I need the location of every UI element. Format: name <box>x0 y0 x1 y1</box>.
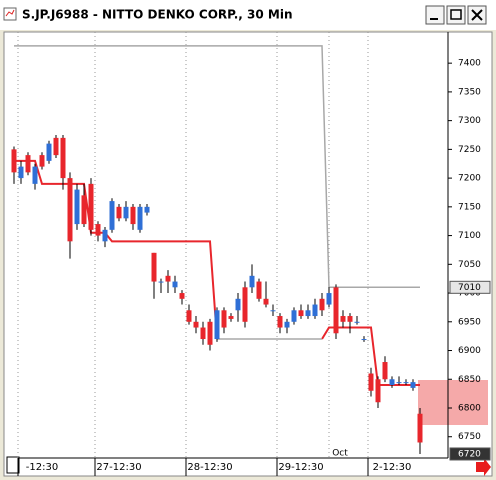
y-tick-label: 7350 <box>458 87 481 97</box>
y-tick-label: 6900 <box>458 346 481 356</box>
candle-body <box>32 166 38 184</box>
candle-body <box>333 287 339 334</box>
candle-body <box>130 206 136 225</box>
candle-body <box>158 281 164 283</box>
title-bar <box>0 0 496 30</box>
close-button[interactable] <box>467 5 487 25</box>
candle-body <box>375 379 381 403</box>
y-tick-label: 6950 <box>458 317 481 327</box>
window-title: S.JP.J6988 - NITTO DENKO CORP., 30 Min <box>22 8 293 22</box>
candle-body <box>144 206 150 213</box>
price-marker-box <box>449 280 491 294</box>
candle-body <box>102 229 108 242</box>
candle-body <box>116 206 122 219</box>
candle-body <box>319 298 325 311</box>
candle-body <box>214 310 220 340</box>
candle-body <box>382 362 388 380</box>
x-tick-label: 2-12:30 <box>373 462 412 473</box>
y-tick-label: 7150 <box>458 202 481 212</box>
y-tick-label: 6850 <box>458 375 481 385</box>
y-tick-label: 7300 <box>458 116 481 126</box>
candle-body <box>305 310 311 317</box>
candle-body <box>53 137 59 156</box>
candle-body <box>123 206 129 219</box>
candle-body <box>207 321 213 345</box>
candle-body <box>25 155 31 173</box>
candle-body <box>368 373 374 391</box>
candle-body <box>221 310 227 328</box>
maximize-button[interactable] <box>446 5 466 25</box>
price-marker-label: 6720 <box>458 449 481 459</box>
candle-body <box>137 206 143 230</box>
plot: 6750680068506900695070007050710071507200… <box>11 32 491 476</box>
candle-body <box>151 252 157 282</box>
app-icon <box>3 7 17 21</box>
candle-body <box>354 321 360 323</box>
y-tick-label: 7200 <box>458 174 481 184</box>
candle-body <box>235 298 241 311</box>
x-tick-label: 28-12:30 <box>187 462 232 473</box>
y-tick-label: 7250 <box>458 145 481 155</box>
candle-body <box>389 379 395 386</box>
candle-body <box>46 143 52 161</box>
candle-body <box>81 195 87 225</box>
month-label: Oct <box>332 449 348 459</box>
candle-body <box>417 413 423 443</box>
candle-body <box>18 166 24 179</box>
price-marker-label: 7010 <box>458 283 481 293</box>
candle-body <box>11 149 17 173</box>
candle-body <box>396 382 402 384</box>
candle-body <box>403 382 409 384</box>
candle-body <box>228 316 234 319</box>
candle-body <box>312 304 318 317</box>
candle-body <box>95 224 101 236</box>
candle-body <box>186 310 192 322</box>
candle-body <box>263 298 269 305</box>
stop-line <box>14 45 420 289</box>
candle-body <box>88 183 94 230</box>
candle-body <box>277 316 283 328</box>
candle-body <box>74 189 80 225</box>
price-marker-box <box>449 447 491 461</box>
candle-body <box>39 155 45 167</box>
candle-body <box>242 287 248 322</box>
candle-body <box>270 310 276 312</box>
scroll-arrow[interactable] <box>476 458 491 476</box>
candle-body <box>326 293 332 305</box>
highlight-zone <box>418 380 488 425</box>
candle-body <box>298 310 304 317</box>
y-tick-label: 7050 <box>458 260 481 270</box>
candle-body <box>109 201 115 230</box>
y-tick-label: 6750 <box>458 432 481 442</box>
y-tick-label: 7100 <box>458 231 481 241</box>
candle-body <box>340 316 346 322</box>
candle-body <box>410 382 416 388</box>
y-tick-label: 7400 <box>458 59 481 69</box>
app-icon-glyph <box>5 9 15 17</box>
candle-body <box>347 316 353 322</box>
x-tick-label: -12:30 <box>26 462 58 473</box>
candle-body <box>60 137 66 179</box>
x-tick-label: 29-12:30 <box>278 462 323 473</box>
candle-body <box>361 339 367 341</box>
candle-body <box>249 275 255 288</box>
candle-body <box>256 281 262 299</box>
candle-body <box>172 281 178 288</box>
candle-body <box>284 321 290 328</box>
candle-body <box>179 293 185 299</box>
chart-frame <box>3 31 493 477</box>
candle-body <box>193 321 199 328</box>
candle-body <box>291 310 297 322</box>
scroll-box[interactable] <box>6 456 20 474</box>
candle-body <box>165 275 171 282</box>
y-tick-label: 6800 <box>458 403 481 413</box>
candle-body <box>200 327 206 340</box>
minimize-button[interactable] <box>425 5 445 25</box>
x-tick-label: 27-12:30 <box>96 462 141 473</box>
candle-body <box>67 178 73 242</box>
